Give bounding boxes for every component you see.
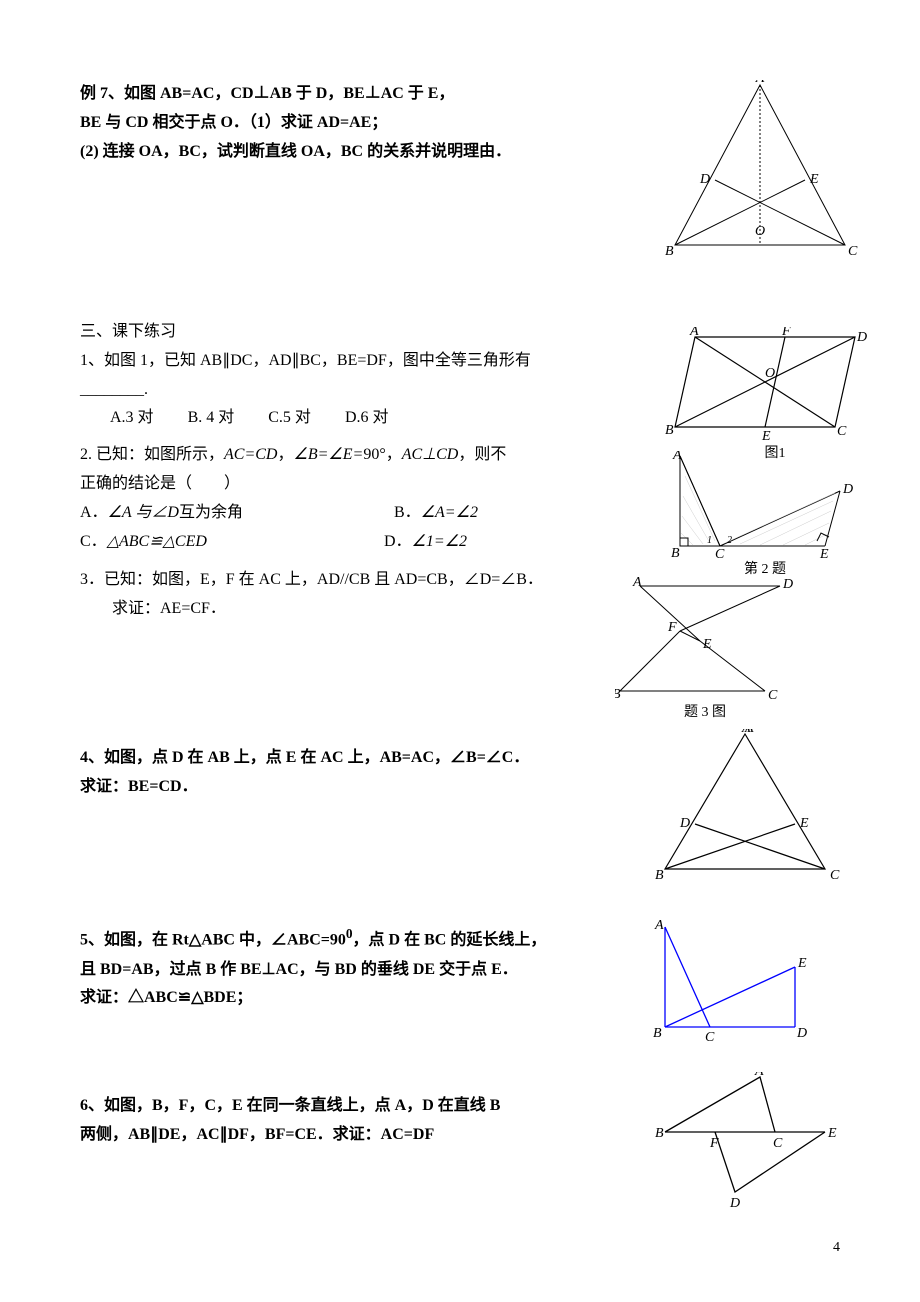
problem-2-block: 2. 已知：如图所示，AC=CD，∠B=∠E=90°，AC⊥CD，则不 正确的结… xyxy=(80,441,840,556)
p3-line1: 3．已知：如图，E，F 在 AC 上，AD//CB 且 AD=CB，∠D=∠B． xyxy=(80,566,560,595)
p2-figure: A B C E D 1 2 第 2 题 xyxy=(665,451,860,576)
problem-3-block: 3．已知：如图，E，F 在 AC 上，AD//CB 且 AD=CB，∠D=∠B．… xyxy=(80,566,840,736)
p1-choices: A.3 对 B. 4 对 C.5 对 D.6 对 xyxy=(110,404,580,433)
p6-figure: A B F C E D xyxy=(655,1072,850,1212)
p2-stem-line1: 2. 已知：如图所示，AC=CD，∠B=∠E=90°，AC⊥CD，则不 xyxy=(80,441,580,470)
p1-choice-d: D.6 对 xyxy=(345,409,389,426)
svg-text:D: D xyxy=(796,1026,807,1041)
svg-text:D: D xyxy=(679,816,690,831)
p4-figure: A A D E B C xyxy=(650,729,850,889)
p5-figure: A B C D E xyxy=(635,917,820,1052)
svg-text:O: O xyxy=(755,224,765,239)
p1-choice-c: C.5 对 xyxy=(268,409,311,426)
ex7-line2: BE 与 CD 相交于点 O．（1）求证 AD=AE； xyxy=(80,109,560,138)
svg-text:D: D xyxy=(782,577,793,592)
svg-text:B: B xyxy=(671,546,680,561)
svg-text:F: F xyxy=(667,620,677,635)
svg-text:C: C xyxy=(848,244,858,259)
p4-line2: 求证：BE=CD． xyxy=(80,773,560,802)
p2-choices-row2: C．△ABC≌△CED D．∠1=∠2 xyxy=(80,528,580,557)
p2-choices-row1: A．∠A 与∠D互为余角 B．∠A=∠2 xyxy=(80,499,580,528)
svg-text:E: E xyxy=(809,172,819,187)
svg-text:C: C xyxy=(705,1030,715,1045)
svg-text:C: C xyxy=(830,868,840,883)
svg-text:A: A xyxy=(632,576,642,590)
svg-text:C: C xyxy=(715,547,725,562)
p6-line1: 6、如图，B，F，C，E 在同一条直线上，点 A，D 在直线 B xyxy=(80,1092,560,1121)
p1-choice-a: A.3 对 xyxy=(110,409,154,426)
svg-text:2: 2 xyxy=(727,535,732,546)
svg-text:E: E xyxy=(799,816,809,831)
svg-text:B: B xyxy=(615,687,621,702)
svg-text:B: B xyxy=(655,868,664,883)
svg-text:B: B xyxy=(665,423,674,438)
svg-text:A: A xyxy=(754,1072,764,1079)
svg-text:E: E xyxy=(827,1126,837,1141)
ex7-figure: A A B C D E O xyxy=(660,80,870,265)
svg-text:B: B xyxy=(665,244,674,259)
p5-line1: 5、如图，在 Rt△ABC 中，∠ABC=900，点 D 在 BC 的延长线上， xyxy=(80,922,580,955)
svg-text:E: E xyxy=(797,956,807,971)
svg-text:A: A xyxy=(744,729,754,736)
p6-line2: 两侧，AB∥DE，AC∥DF，BF=CE．求证：AC=DF xyxy=(80,1121,560,1150)
svg-text:A: A xyxy=(672,451,682,463)
p4-line1: 4、如图，点 D 在 AB 上，点 E 在 AC 上，AB=AC，∠B=∠C． xyxy=(80,744,560,773)
problem-5-block: 5、如图，在 Rt△ABC 中，∠ABC=900，点 D 在 BC 的延长线上，… xyxy=(80,922,840,1072)
problem-4-block: 4、如图，点 D 在 AB 上，点 E 在 AC 上，AB=AC，∠B=∠C． … xyxy=(80,744,840,914)
p2-stem-line2: 正确的结论是（ ） xyxy=(80,470,580,499)
svg-text:A: A xyxy=(689,327,699,339)
svg-text:1: 1 xyxy=(707,535,712,546)
svg-text:E: E xyxy=(702,637,712,652)
svg-text:B: B xyxy=(653,1026,662,1041)
svg-text:B: B xyxy=(655,1126,664,1141)
svg-text:C: C xyxy=(773,1136,783,1151)
svg-text:C: C xyxy=(768,688,778,703)
svg-text:A: A xyxy=(755,80,765,86)
svg-text:A: A xyxy=(654,918,664,933)
svg-text:D: D xyxy=(842,482,853,497)
p3-figure: A D F E B C 题 3 图 xyxy=(615,576,800,721)
svg-text:O: O xyxy=(765,366,775,381)
p3-line2: 求证：AE=CF． xyxy=(112,595,560,624)
ex7-line3: (2) 连接 OA，BC，试判断直线 OA，BC 的关系并说明理由． xyxy=(80,138,560,167)
problem-6-block: 6、如图，B，F，C，E 在同一条直线上，点 A，D 在直线 B 两侧，AB∥D… xyxy=(80,1092,840,1242)
svg-text:E: E xyxy=(819,547,829,562)
p1-stem: 1、如图 1，已知 AB∥DC，AD∥BC，BE=DF，图中全等三角形有____… xyxy=(80,347,580,405)
p5-line2: 且 BD=AB，过点 B 作 BE⊥AC，与 BD 的垂线 DE 交于点 E． xyxy=(80,956,580,985)
svg-text:C: C xyxy=(837,424,847,439)
svg-text:F: F xyxy=(709,1136,719,1151)
problem-1-block: 1、如图 1，已知 AB∥DC，AD∥BC，BE=DF，图中全等三角形有____… xyxy=(80,347,840,433)
page-number: 4 xyxy=(833,1235,840,1260)
svg-text:题 3 图: 题 3 图 xyxy=(684,705,726,720)
example-7-block: 例 7、如图 AB=AC，CD⊥AB 于 D，BE⊥AC 于 E， BE 与 C… xyxy=(80,80,840,310)
ex7-line1: 例 7、如图 AB=AC，CD⊥AB 于 D，BE⊥AC 于 E， xyxy=(80,80,560,109)
p1-choice-b: B. 4 对 xyxy=(188,409,235,426)
p5-line3: 求证：△ABC≌△BDE； xyxy=(80,984,580,1013)
svg-text:D: D xyxy=(699,172,710,187)
svg-text:D: D xyxy=(729,1196,740,1211)
svg-text:D: D xyxy=(856,330,867,345)
svg-text:F: F xyxy=(781,327,791,339)
